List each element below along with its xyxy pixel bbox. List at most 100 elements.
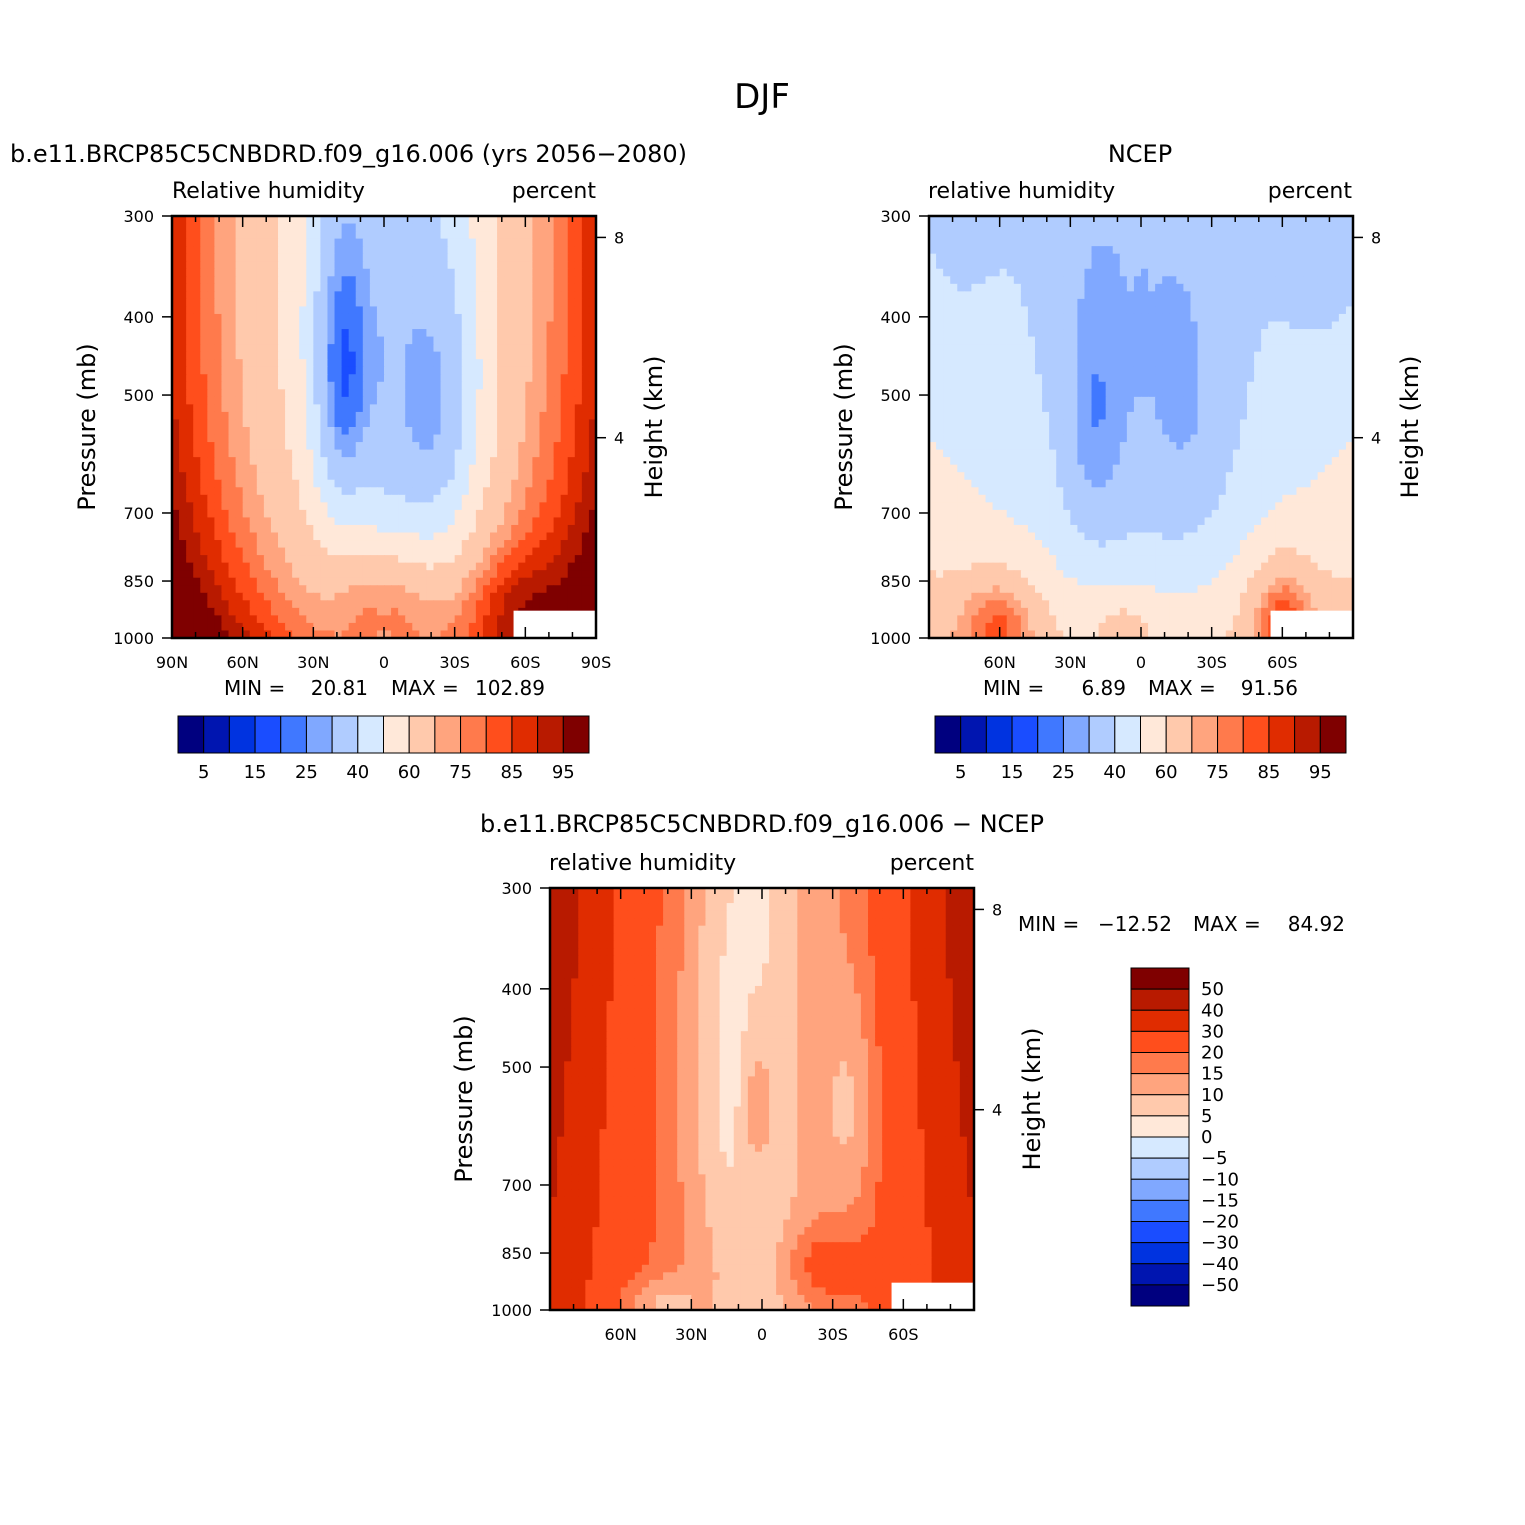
contour-cell: [581, 419, 590, 428]
contour-cell: [957, 216, 965, 225]
contour-cell: [334, 419, 343, 428]
contour-cell: [482, 419, 491, 428]
contour-cell: [1232, 389, 1241, 398]
contour-cell: [490, 457, 498, 466]
contour-cell: [482, 607, 491, 616]
contour-cell: [200, 268, 208, 277]
contour-cell: [348, 231, 357, 240]
contour-cell: [249, 487, 258, 496]
contour-cell: [1218, 321, 1227, 330]
contour-cell: [454, 374, 463, 383]
contour-cell: [362, 592, 371, 601]
contour-cell: [221, 246, 230, 255]
contour-cell: [256, 306, 265, 315]
contour-cell: [334, 246, 343, 255]
contour-cell: [560, 570, 569, 579]
contour-cell: [929, 246, 937, 255]
contour-cell: [299, 464, 307, 473]
contour-cell: [943, 261, 951, 270]
contour-cell: [1176, 291, 1184, 300]
contour-cell: [588, 555, 597, 564]
contour-cell: [475, 216, 484, 225]
contour-cell: [242, 600, 251, 609]
contour-cell: [313, 419, 321, 428]
contour-cell: [341, 457, 350, 466]
contour-cell: [207, 411, 215, 421]
contour-cell: [1056, 216, 1064, 225]
contour-cell: [1197, 223, 1206, 232]
contour-cell: [419, 291, 427, 300]
contour-cell: [978, 321, 987, 330]
contour-cell: [971, 321, 980, 330]
contour-cell: [475, 298, 484, 308]
contour-cell: [971, 238, 980, 247]
contour-cell: [433, 555, 442, 564]
contour-cell: [1133, 216, 1142, 225]
contour-cell: [581, 374, 590, 383]
contour-cell: [221, 615, 230, 624]
contour-cell: [242, 351, 251, 360]
contour-cell: [200, 216, 208, 225]
contour-cell: [461, 622, 470, 632]
contour-cell: [1268, 351, 1276, 360]
contour-cell: [179, 427, 187, 436]
contour-cell: [256, 532, 265, 541]
contour-cell: [1070, 276, 1078, 285]
contour-cell: [419, 419, 427, 428]
contour-cell: [369, 381, 378, 390]
contour-cell: [1126, 396, 1135, 405]
contour-cell: [525, 540, 533, 549]
contour-cell: [1112, 306, 1121, 315]
contour-cell: [1049, 374, 1057, 383]
contour-cell: [263, 359, 272, 368]
contour-cell: [391, 351, 399, 360]
contour-cell: [1098, 329, 1107, 338]
right-label: percent: [1268, 179, 1353, 204]
contour-cell: [214, 615, 223, 624]
contour-cell: [1324, 344, 1333, 353]
contour-cell: [1211, 313, 1220, 323]
contour-cell: [454, 253, 463, 262]
contour-cell: [1345, 276, 1354, 285]
contour-cell: [306, 351, 314, 360]
contour-cell: [433, 479, 442, 488]
contour-cell: [447, 216, 456, 225]
contour-cell: [581, 306, 590, 315]
contour-cell: [1042, 344, 1050, 353]
contour-cell: [235, 517, 244, 526]
contour-cell: [355, 464, 364, 473]
contour-cell: [263, 216, 272, 225]
contour-cell: [497, 238, 505, 247]
contour-cell: [1317, 238, 1326, 247]
contour-cell: [1141, 389, 1149, 398]
contour-cell: [504, 351, 512, 360]
contour-cell: [539, 494, 548, 503]
contour-cell: [1162, 291, 1170, 300]
contour-cell: [263, 547, 272, 556]
contour-cell: [256, 404, 265, 413]
contour-cell: [1105, 246, 1114, 255]
contour-cell: [391, 577, 399, 586]
contour-cell: [553, 261, 562, 270]
contour-cell: [320, 276, 329, 285]
contour-cell: [398, 457, 406, 466]
contour-cell: [1261, 381, 1269, 390]
contour-cell: [553, 472, 562, 481]
contour-cell: [553, 366, 562, 375]
contour-cell: [384, 411, 392, 421]
contour-cell: [482, 555, 491, 564]
contour-cell: [362, 253, 371, 262]
contour-cell: [1183, 216, 1192, 225]
contour-cell: [228, 336, 237, 345]
contour-cell: [1331, 306, 1340, 315]
contour-cell: [242, 231, 251, 240]
contour-cell: [504, 570, 512, 579]
contour-cell: [1303, 231, 1312, 240]
contour-cell: [334, 261, 343, 270]
contour-cell: [1027, 321, 1036, 330]
contour-cell: [532, 411, 541, 421]
contour-cell: [1027, 374, 1036, 383]
contour-cell: [1176, 238, 1184, 247]
contour-cell: [454, 630, 463, 639]
contour-cell: [581, 585, 590, 594]
